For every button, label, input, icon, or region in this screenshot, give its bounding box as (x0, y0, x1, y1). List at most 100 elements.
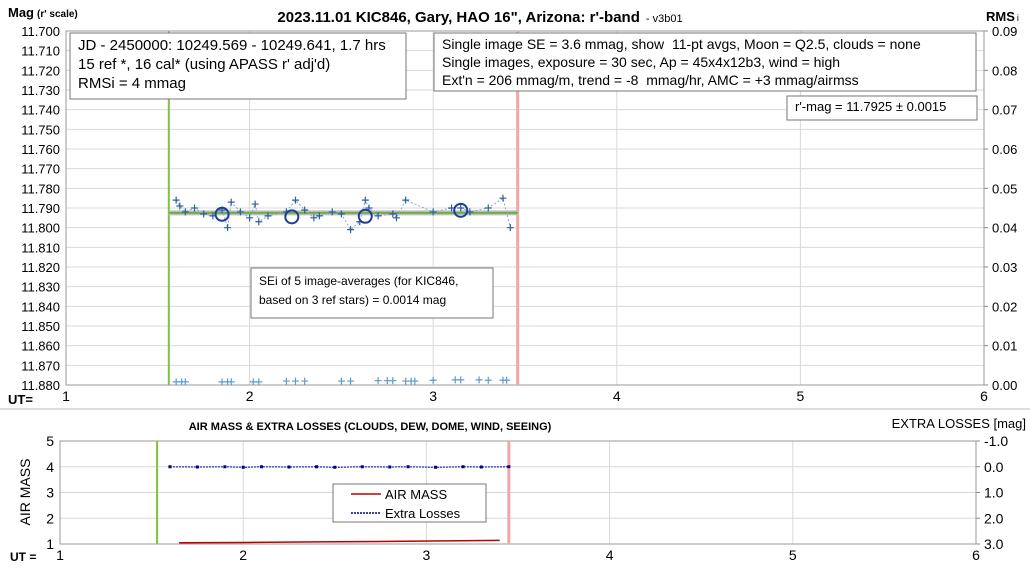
point (475, 376, 483, 384)
x-tick-label: 2 (246, 388, 254, 404)
x-tick-label: 5 (789, 547, 797, 563)
series-line (179, 539, 500, 544)
y-tick-label: 11.840 (21, 299, 60, 314)
point (301, 206, 309, 214)
point (236, 208, 244, 216)
point (181, 208, 189, 216)
y2-label-suffix: i (1017, 13, 1019, 23)
y-axis-label: AIR MASS (17, 459, 33, 526)
y-tick-label: 11.790 (21, 201, 60, 216)
point (374, 377, 382, 385)
x-tick-label: 6 (980, 388, 988, 404)
point (301, 377, 309, 385)
point (251, 200, 259, 208)
point (337, 377, 345, 385)
point (315, 212, 323, 220)
point (389, 377, 397, 385)
y2-label: RMS (986, 9, 1015, 24)
point (292, 377, 299, 385)
x-tick-label: 1 (56, 547, 64, 563)
chart-title: 2023.11.01 KIC846, Gary, HAO 16", Arizon… (277, 9, 682, 26)
annotation-text: based on 3 ref stars) = 0.0014 mag (259, 293, 446, 307)
plot-frame (59, 440, 977, 545)
point (260, 465, 264, 469)
y-tick-label: 11.800 (21, 221, 60, 236)
point (499, 194, 507, 202)
point (310, 214, 318, 222)
point (287, 465, 291, 469)
point (255, 218, 263, 226)
point (429, 376, 437, 384)
y-tick-label: 11.860 (21, 339, 60, 354)
point (392, 214, 400, 222)
point (191, 204, 199, 212)
chart-title: AIR MASS & EXTRA LOSSES (CLOUDS, DEW, DO… (189, 421, 552, 433)
y-tick-label: 5 (46, 433, 54, 449)
point (181, 378, 189, 386)
point (506, 224, 514, 232)
point (484, 204, 492, 212)
average-point (357, 208, 373, 224)
y-tick-label: 11.810 (21, 240, 60, 255)
point (406, 465, 410, 469)
title-text: 2023.11.01 KIC846, Gary, HAO 16", Arizon… (277, 9, 640, 26)
point (461, 465, 465, 469)
y2-tick-label: 1.0 (984, 485, 1004, 501)
y2-tick-label: 0.02 (992, 299, 1017, 314)
point (223, 465, 227, 469)
point (292, 196, 299, 204)
point (241, 465, 245, 469)
y-tick-label: 11.730 (21, 83, 60, 98)
y-tick-label: 1 (46, 536, 54, 552)
point (337, 210, 345, 218)
y-label: Mag (8, 5, 34, 20)
y-tick-label: 11.830 (21, 280, 60, 295)
legend-label: Extra Losses (385, 506, 461, 521)
y-tick-label: 3 (46, 485, 54, 501)
point (282, 377, 290, 385)
y2-tick-label: -1.0 (984, 433, 1008, 449)
y-tick-label: 11.850 (21, 319, 60, 334)
point (402, 196, 410, 204)
point (314, 465, 318, 469)
annotation-text: Single images, exposure = 30 sec, Ap = 4… (442, 54, 840, 70)
y-tick-label: 11.740 (21, 103, 60, 118)
point (360, 465, 364, 469)
annotation-text: Single image SE = 3.6 mmag, show 11-pt a… (442, 36, 921, 52)
point (224, 224, 232, 232)
y2-tick-label: 3.0 (984, 536, 1004, 552)
annotation-text: Ext'n = 206 mmag/m, trend = -8 mmag/hr, … (442, 72, 859, 88)
annotation-text: 15 ref *, 16 cal* (using APASS r' adj'd) (78, 56, 330, 73)
point (264, 212, 272, 220)
annotation-text: r'-mag = 11.7925 ± 0.0015 (795, 99, 946, 114)
y2-tick-label: 0.08 (992, 63, 1017, 78)
annotation-box (433, 32, 977, 92)
annotation-box (69, 32, 407, 100)
point (347, 226, 355, 234)
annotation-text: JD - 2450000: 10249.569 - 10249.641, 1.7… (78, 37, 386, 54)
point (503, 376, 511, 384)
annotation-text: RMSi = 4 mmag (78, 75, 186, 92)
point (176, 202, 184, 210)
point (255, 378, 263, 386)
average-point (214, 206, 230, 222)
x-tick-label: 1 (62, 388, 70, 404)
point (429, 208, 437, 216)
point (227, 198, 235, 206)
point (200, 210, 208, 218)
y-tick-label: 11.710 (21, 44, 60, 59)
x-tick-label: 4 (613, 388, 621, 404)
x-tick-label: 4 (606, 547, 614, 563)
y-label-suffix: (r' scale) (37, 9, 78, 20)
y2-tick-label: 0.00 (992, 378, 1017, 393)
point (333, 465, 337, 469)
point (227, 378, 235, 386)
y-tick-label: 11.880 (21, 378, 60, 393)
x-tick-label: 3 (423, 547, 431, 563)
y2-tick-label: 0.03 (992, 260, 1017, 275)
annotation-box (786, 95, 978, 121)
y-tick-label: 4 (46, 459, 54, 475)
average-point (284, 209, 300, 225)
y-tick-label: 2 (46, 510, 54, 526)
